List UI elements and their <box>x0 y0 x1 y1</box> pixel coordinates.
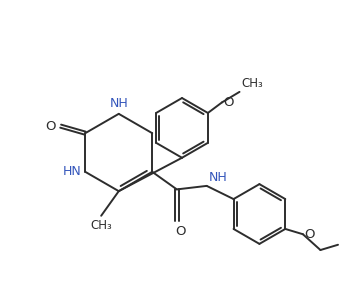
Text: CH₃: CH₃ <box>241 77 263 90</box>
Text: O: O <box>305 228 315 241</box>
Text: NH: NH <box>109 97 128 109</box>
Text: CH₃: CH₃ <box>90 219 112 232</box>
Text: O: O <box>224 96 234 109</box>
Text: HN: HN <box>63 165 82 178</box>
Text: O: O <box>175 224 186 238</box>
Text: O: O <box>45 120 55 133</box>
Text: NH: NH <box>208 171 227 184</box>
